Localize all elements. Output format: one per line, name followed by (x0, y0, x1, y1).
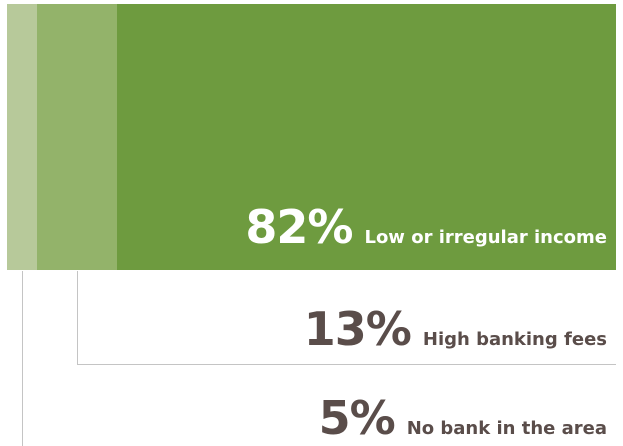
value-label-2: 13% (303, 302, 412, 356)
value-label-1: 82% (245, 200, 353, 254)
bar-1 (116, 4, 616, 270)
category-label-2: High banking fees (422, 329, 607, 350)
value-label-3: 5% (318, 391, 396, 445)
category-label-1: Low or irregular income (364, 227, 607, 248)
data-label-1: 82% Low or irregular income (245, 200, 607, 254)
connector-vertical-2 (77, 271, 78, 364)
data-label-3: 5% No bank in the area (319, 391, 607, 445)
connector-vertical-3 (22, 271, 23, 446)
category-label-3: No bank in the area (406, 418, 607, 439)
data-label-2: 13% High banking fees (304, 302, 607, 356)
connector-horizontal-2 (77, 364, 616, 365)
